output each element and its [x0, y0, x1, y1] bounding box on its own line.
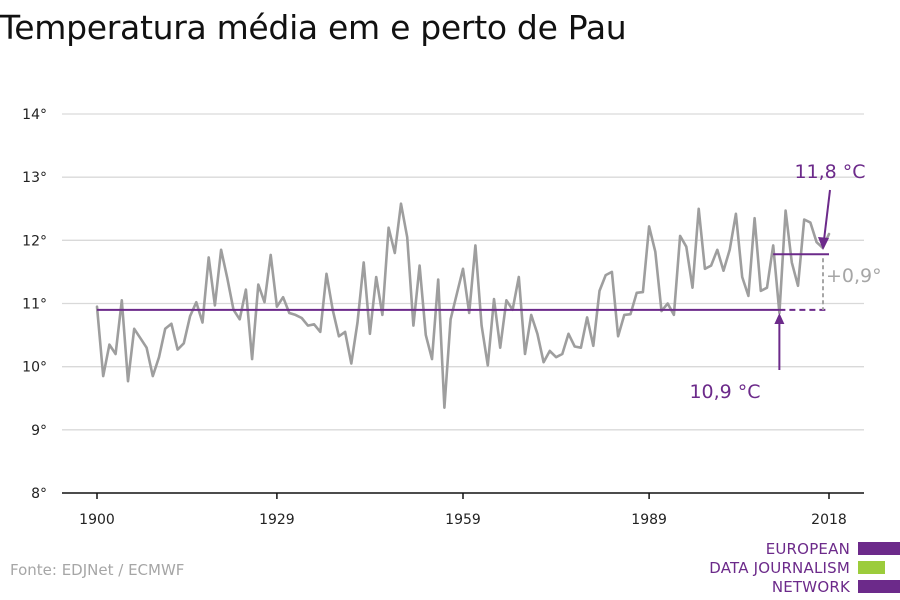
y-tick-label: 13° — [22, 170, 47, 186]
y-tick-label: 12° — [22, 233, 47, 249]
x-tick-label: 1989 — [631, 512, 667, 528]
logo-bar-2 — [858, 561, 885, 574]
logo-bar-1 — [858, 542, 900, 555]
source-credit: Fonte: EDJNet / ECMWF — [10, 561, 185, 579]
arrowhead-recent — [818, 237, 829, 250]
x-tick-label: 1959 — [445, 512, 481, 528]
baseline-average-label: 10,9 °C — [689, 381, 760, 403]
x-tick-label: 1929 — [259, 512, 295, 528]
logo-line-3: NETWORK — [771, 578, 850, 596]
y-tick-label: 11° — [22, 297, 47, 313]
arrow-recent — [823, 189, 831, 241]
y-tick-label: 8° — [31, 486, 47, 502]
logo-line-2: DATA JOURNALISM — [709, 559, 850, 577]
chart-title: Temperatura média em e perto de Pau — [0, 8, 627, 47]
x-tick-label: 1900 — [79, 512, 115, 528]
logo-bar-3 — [858, 580, 900, 593]
recent-average-label: 11,8 °C — [794, 161, 865, 183]
temperature-series — [95, 202, 831, 410]
y-tick-label: 10° — [22, 360, 47, 376]
annotations: +0,9° 10,9 °C 11,8 °C — [689, 161, 881, 403]
y-tick-label: 9° — [31, 423, 47, 439]
logo-text: EUROPEAN DATA JOURNALISM NETWORK — [709, 540, 850, 597]
difference-label: +0,9° — [826, 265, 882, 287]
x-tick-label: 2018 — [811, 512, 847, 528]
x-axis: 1900 1929 1959 1989 2018 — [62, 492, 864, 528]
series-line — [95, 202, 831, 410]
logo-line-1: EUROPEAN — [765, 540, 850, 558]
arrowhead-baseline — [774, 313, 785, 324]
y-tick-label: 14° — [22, 107, 47, 123]
reference-lines — [97, 253, 829, 311]
y-axis-labels: 8° 9° 10° 11° 12° 13° 14° — [22, 107, 47, 502]
edjnet-logo: EUROPEAN DATA JOURNALISM NETWORK — [690, 540, 900, 596]
